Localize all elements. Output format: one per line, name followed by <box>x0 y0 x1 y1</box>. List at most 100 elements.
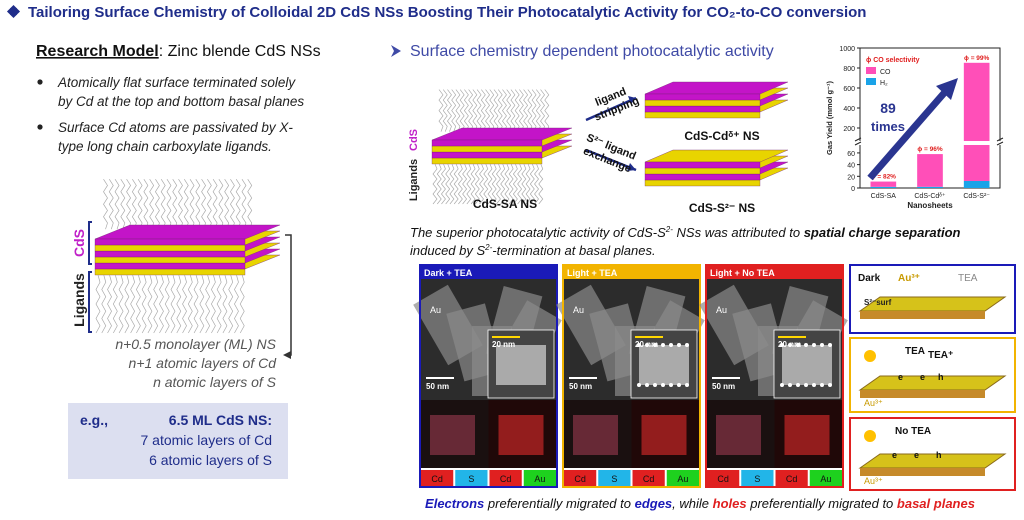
element-tag <box>489 470 522 486</box>
legend-label: H₂ <box>880 80 888 87</box>
caption-part: 2- <box>665 225 673 234</box>
arrow-label: times <box>871 119 905 134</box>
sheet-edge <box>644 105 761 113</box>
bar-segment <box>963 150 990 181</box>
au-particle <box>685 343 689 347</box>
arrow-label: 89 <box>880 100 896 116</box>
ligand <box>527 89 533 132</box>
ligand <box>496 163 501 205</box>
ligand <box>470 163 476 205</box>
break-mark <box>854 137 1004 146</box>
ligand <box>531 89 537 132</box>
element-tag <box>598 470 631 486</box>
ligand <box>535 89 541 132</box>
element-label: S <box>468 474 474 484</box>
example-prefix: e.g., <box>80 412 108 428</box>
ligand <box>500 163 506 205</box>
x-tick-label: CdS-Cdᵟ⁺ <box>914 193 946 200</box>
ligand <box>230 179 235 230</box>
element-label: Au <box>677 474 688 484</box>
ligand <box>457 163 463 205</box>
y-tick-label: 1000 <box>839 46 855 53</box>
ligand <box>491 163 497 205</box>
sheet-edge <box>860 468 985 476</box>
ligand <box>193 274 199 334</box>
scheme-start: CdS-SA NS <box>473 197 537 211</box>
element-label: Cd <box>500 474 512 484</box>
ligand <box>247 179 253 230</box>
inset-sheet <box>639 345 689 385</box>
ligand <box>130 274 136 334</box>
example-line: 6 atomic layers of S <box>149 452 272 468</box>
ligand <box>523 89 529 132</box>
element-tag <box>707 470 740 486</box>
caption: The superior photocatalytic activity of … <box>410 225 961 240</box>
ligand <box>172 179 178 230</box>
footer-part: Electrons <box>425 496 484 511</box>
mechanism-label: Au³⁺ <box>864 398 883 408</box>
element-label: S <box>754 474 760 484</box>
ligand <box>205 274 211 334</box>
sheet-edge <box>431 139 543 147</box>
ligand <box>199 274 205 334</box>
x-tick-label: CdS-SA <box>871 193 897 200</box>
mechanism-label: Dark <box>858 273 881 284</box>
legend-title: ϕ CO selectivity <box>866 57 920 64</box>
heading-text: : Zinc blende CdS NSs <box>159 43 321 60</box>
ligand <box>201 179 206 230</box>
ligand <box>463 89 469 132</box>
au-particle <box>677 343 681 347</box>
ligand <box>103 179 108 230</box>
scheme-product: CdS-S²⁻ NS <box>689 201 755 215</box>
au-particle <box>637 343 641 347</box>
left-heading: Research Model: Zinc blende CdS NSs <box>36 43 321 60</box>
caption-part: The superior photocatalytic activity of … <box>410 225 666 240</box>
ligand <box>228 274 234 334</box>
ligand <box>468 89 474 132</box>
scale-label: 20 nm <box>778 340 801 349</box>
scale-label: 50 nm <box>569 382 592 391</box>
ligand <box>442 89 448 132</box>
ligand <box>540 89 545 132</box>
example-line: 7 atomic layers of Cd <box>141 432 273 448</box>
right-heading: Surface chemistry dependent photocatalyt… <box>410 43 774 60</box>
ligand <box>216 274 222 334</box>
title-bullet <box>6 4 21 19</box>
au-particle <box>685 383 689 387</box>
ligand <box>512 163 518 205</box>
au-particle <box>661 383 665 387</box>
au-label: Au <box>430 305 441 315</box>
element-label: Au <box>820 474 831 484</box>
ligand <box>455 89 461 132</box>
title-bg <box>563 265 700 279</box>
cds-label: CdS <box>71 229 87 257</box>
mechanism-label: e <box>914 450 919 460</box>
au-particle <box>820 383 824 387</box>
au-particle <box>796 343 800 347</box>
ligand <box>544 89 550 132</box>
bar-segment <box>963 62 990 133</box>
bullet-dot <box>37 79 43 85</box>
ligand <box>506 89 512 132</box>
ligand <box>195 179 201 230</box>
title-bg <box>706 265 843 279</box>
ligand <box>176 274 182 334</box>
ligand <box>534 163 539 205</box>
ligand <box>497 89 503 132</box>
au-particle <box>653 383 657 387</box>
ligand <box>436 163 442 205</box>
microscopy-panels: Dark + TEA Au 20 nm 50 nm Cd S Cd Au Light + TEA… <box>413 264 848 488</box>
mechanism-label: e <box>898 372 903 382</box>
caption-part: NSs was attributed to <box>673 225 804 240</box>
footer-part: , while <box>672 496 712 511</box>
title-bg <box>420 265 557 279</box>
footer-part: basal planes <box>897 496 975 511</box>
element-tag <box>775 470 808 486</box>
ligand <box>445 163 451 205</box>
au-particle <box>788 383 792 387</box>
au-particle <box>780 383 784 387</box>
ligand <box>521 163 527 205</box>
au-particle <box>828 383 832 387</box>
